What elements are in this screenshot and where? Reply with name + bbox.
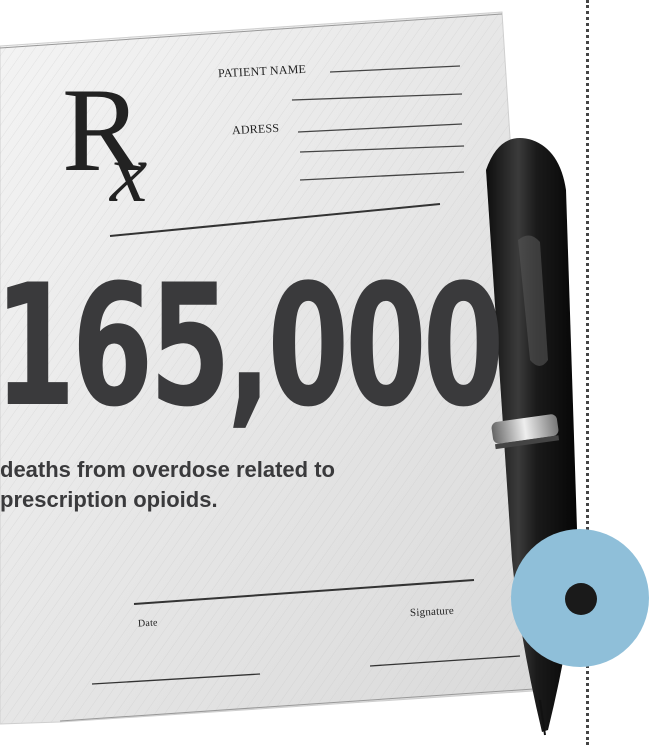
rx-symbol: R x xyxy=(62,70,147,216)
signature-label: Signature xyxy=(409,604,455,620)
circle-badge-icon xyxy=(511,529,649,667)
badge-dot xyxy=(565,583,597,615)
address-label: ADRESS xyxy=(231,120,280,138)
rx-symbol-x: x xyxy=(110,127,148,220)
stat-number: 165,000 xyxy=(0,248,504,444)
rx-symbol-r: R xyxy=(62,63,142,196)
stat-caption: deaths from overdose related to prescrip… xyxy=(0,457,335,512)
date-label: Date xyxy=(137,617,158,630)
dotted-divider xyxy=(586,0,589,745)
